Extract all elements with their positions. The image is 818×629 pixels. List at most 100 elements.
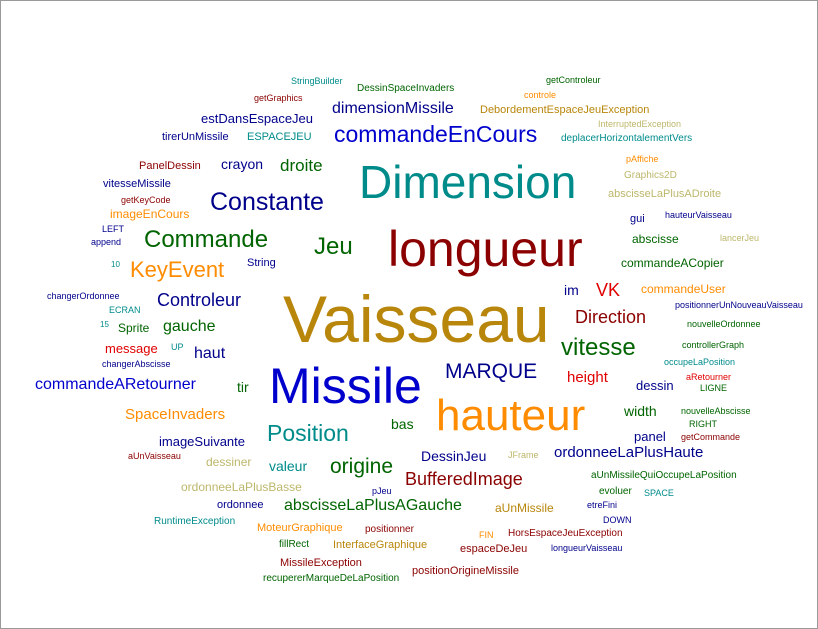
cloud-word: tir xyxy=(237,379,249,395)
cloud-word: vitesseMissile xyxy=(103,178,171,190)
cloud-word: InterfaceGraphique xyxy=(333,539,428,551)
cloud-word: imageEnCours xyxy=(110,207,190,221)
cloud-word: gauche xyxy=(163,318,216,335)
cloud-word: commandeUser xyxy=(641,282,726,296)
cloud-word: message xyxy=(105,341,158,356)
cloud-word: tirerUnMissile xyxy=(162,131,229,143)
cloud-word: LEFT xyxy=(102,224,125,234)
cloud-word: ordonneeLaPlusBasse xyxy=(181,480,302,494)
cloud-word: commandeEnCours xyxy=(334,121,538,147)
cloud-word: espaceDeJeu xyxy=(460,543,528,555)
cloud-word: nouvelleOrdonnee xyxy=(687,319,761,329)
cloud-word: bas xyxy=(391,416,414,432)
cloud-word: height xyxy=(567,369,608,386)
cloud-word: abscisseLaPlusADroite xyxy=(608,188,722,200)
cloud-word: Controleur xyxy=(157,290,242,310)
cloud-word: MoteurGraphique xyxy=(257,522,343,534)
cloud-word: positionner xyxy=(365,524,414,535)
cloud-word: pJeu xyxy=(372,486,392,496)
cloud-word: aRetourner xyxy=(686,372,732,382)
cloud-word: dessiner xyxy=(206,455,252,469)
cloud-word: VK xyxy=(596,280,621,300)
cloud-word: RIGHT xyxy=(689,419,717,429)
cloud-word: Jeu xyxy=(314,233,353,260)
cloud-word: changerAbscisse xyxy=(102,359,171,369)
cloud-word: DessinJeu xyxy=(421,448,487,464)
cloud-word: width xyxy=(624,403,657,419)
cloud-word: getControleur xyxy=(546,75,601,85)
cloud-word: panel xyxy=(634,429,666,444)
cloud-word: abscisse xyxy=(632,232,679,246)
cloud-word: longueurVaisseau xyxy=(551,543,623,553)
cloud-word: positionOrigineMissile xyxy=(412,565,519,577)
cloud-word: valeur xyxy=(269,458,308,474)
cloud-word: longueur xyxy=(388,221,583,277)
cloud-word: Vaisseau xyxy=(283,282,550,356)
cloud-word: DebordementEspaceJeuException xyxy=(480,104,650,116)
cloud-word: recupererMarqueDeLaPosition xyxy=(263,573,400,584)
cloud-word: pAffiche xyxy=(626,154,659,164)
cloud-word: Missile xyxy=(269,358,422,414)
cloud-word: etreFini xyxy=(587,500,618,510)
cloud-word: origine xyxy=(330,455,394,478)
cloud-word: occupeLaPosition xyxy=(664,357,736,367)
cloud-word: gui xyxy=(630,213,645,225)
cloud-word: getKeyCode xyxy=(121,195,171,205)
cloud-word: abscisseLaPlusAGauche xyxy=(284,497,462,514)
cloud-word: String xyxy=(247,257,276,269)
cloud-word: DOWN xyxy=(603,515,632,525)
cloud-word: MissileException xyxy=(280,557,362,569)
cloud-word: getGraphics xyxy=(254,93,303,103)
cloud-word: DessinSpaceInvaders xyxy=(357,83,455,94)
cloud-word: SpaceInvaders xyxy=(125,406,226,423)
cloud-word: fillRect xyxy=(279,539,310,550)
cloud-word: Position xyxy=(267,420,349,446)
cloud-word: Dimension xyxy=(359,156,577,208)
cloud-word: im xyxy=(564,282,579,298)
cloud-word: imageSuivante xyxy=(159,434,245,449)
cloud-word: Graphics2D xyxy=(624,170,677,181)
cloud-word: UP xyxy=(171,342,184,352)
cloud-word: getCommande xyxy=(681,432,741,442)
cloud-word: PanelDessin xyxy=(139,160,201,172)
cloud-word: hauteur xyxy=(436,391,586,440)
cloud-word: Sprite xyxy=(118,321,150,335)
cloud-word: hauteurVaisseau xyxy=(665,210,732,220)
cloud-word: RuntimeException xyxy=(154,516,236,527)
cloud-word: JFrame xyxy=(508,450,539,460)
cloud-word: 15 xyxy=(100,320,109,329)
cloud-word: nouvelleAbscisse xyxy=(681,406,751,416)
cloud-word: estDansEspaceJeu xyxy=(201,111,314,126)
cloud-word: MARQUE xyxy=(445,360,538,383)
cloud-word: Direction xyxy=(575,307,647,327)
cloud-word: dimensionMissile xyxy=(332,100,454,117)
cloud-word: ESPACEJEU xyxy=(247,131,312,143)
cloud-word: append xyxy=(91,237,122,247)
cloud-word: Commande xyxy=(144,226,269,253)
cloud-word: Constante xyxy=(210,188,324,216)
cloud-word: droite xyxy=(280,156,323,175)
cloud-word: changerOrdonnee xyxy=(47,291,120,301)
cloud-word: StringBuilder xyxy=(291,76,343,86)
cloud-word: lancerJeu xyxy=(720,233,760,243)
cloud-word: controllerGraph xyxy=(682,340,745,350)
cloud-word: ordonneeLaPlusHaute xyxy=(554,444,704,461)
cloud-word: HorsEspaceJeuException xyxy=(508,528,623,539)
cloud-word: aUnMissile xyxy=(495,501,554,515)
cloud-word: SPACE xyxy=(644,488,674,498)
cloud-word: KeyEvent xyxy=(130,257,225,282)
cloud-word: aUnVaisseau xyxy=(128,451,181,461)
cloud-word: commandeARetourner xyxy=(35,376,196,393)
cloud-word: BufferedImage xyxy=(405,469,523,489)
cloud-word: vitesse xyxy=(561,334,636,361)
cloud-word: dessin xyxy=(636,378,674,393)
cloud-word: 10 xyxy=(111,260,120,269)
cloud-word: InterruptedException xyxy=(598,119,682,129)
cloud-word: ordonnee xyxy=(217,499,264,511)
cloud-word: commandeACopier xyxy=(621,256,724,270)
cloud-word: ECRAN xyxy=(109,305,141,315)
cloud-word: FIN xyxy=(479,530,494,540)
cloud-word: controle xyxy=(524,90,557,100)
cloud-word: positionnerUnNouveauVaisseau xyxy=(675,300,803,310)
